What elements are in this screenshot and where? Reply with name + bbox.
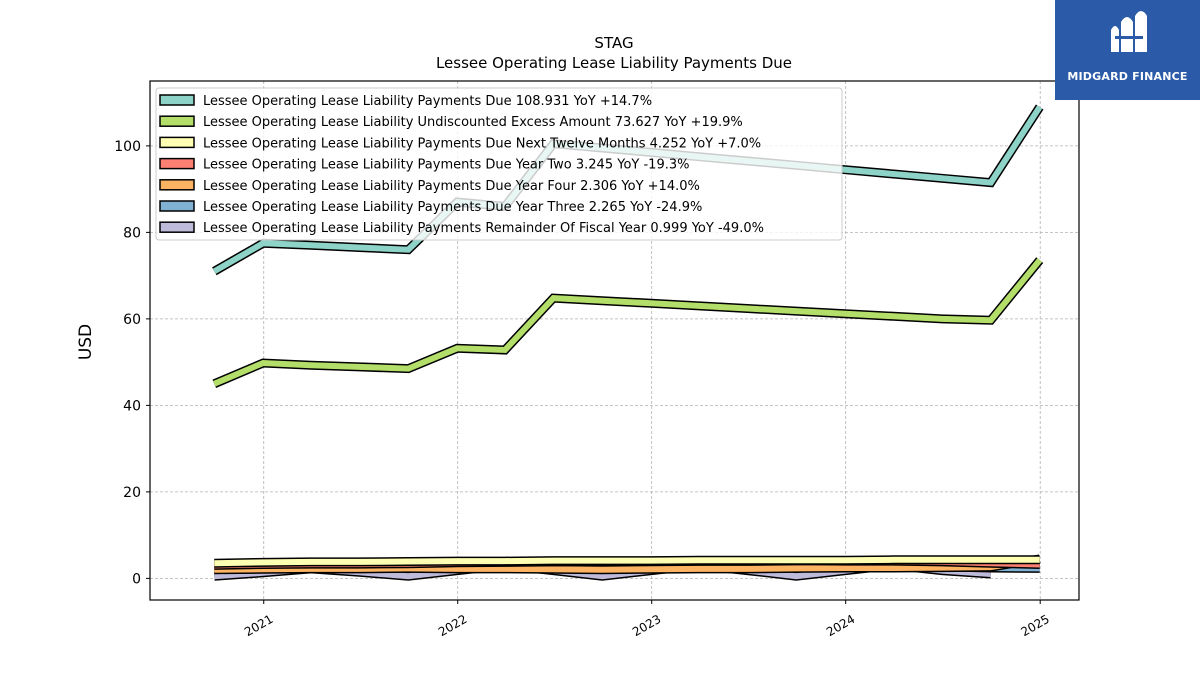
logo-mark-icon [1111,11,1147,52]
y-tick-label: 40 [123,398,141,414]
series-line-4 [214,554,1041,575]
legend-swatch [159,200,195,212]
legend-swatch [159,136,195,149]
legend-swatch [159,157,195,170]
legend-entry: Lessee Operating Lease Liability Payment… [203,158,689,173]
y-tick-label: 60 [123,312,141,328]
x-tick-label: 2024 [824,612,857,639]
legend-entry: Lessee Operating Lease Liability Payment… [203,94,652,109]
y-tick-label: 0 [132,571,141,587]
y-tick-label: 20 [123,485,141,501]
series-line-1 [212,257,1044,388]
y-axis-label: USD [76,324,96,360]
midgard-finance-logo: MIDGARD FINANCE [1055,0,1200,100]
y-tick-label: 100 [114,139,141,155]
legend-swatch [159,115,195,127]
x-tick-label: 2022 [436,612,469,639]
chart-title-line1: STAG [594,34,633,52]
y-tick-label: 80 [123,225,141,241]
x-tick-label: 2023 [630,612,663,639]
legend-swatch [159,179,195,191]
logo-text: MIDGARD FINANCE [1067,70,1188,83]
legend: Lessee Operating Lease Liability Payment… [155,87,843,241]
legend-entry: Lessee Operating Lease Liability Payment… [203,200,702,215]
legend-entry: Lessee Operating Lease Liability Payment… [203,136,761,151]
legend-swatch [159,94,195,106]
chart-title-line2: Lessee Operating Lease Liability Payment… [436,54,792,72]
legend-swatch [159,221,195,233]
series-layer [212,104,1044,581]
plot-frame [149,80,1080,601]
x-tick-label: 2025 [1018,612,1051,639]
legend-entry: Lessee Operating Lease Liability Payment… [203,179,700,194]
legend-box [155,87,843,241]
legend-entry: Lessee Operating Lease Liability Payment… [203,221,764,236]
series-line-2 [214,555,1040,568]
legend-entry: Lessee Operating Lease Liability Undisco… [203,115,743,130]
x-tick-label: 2021 [242,612,275,639]
